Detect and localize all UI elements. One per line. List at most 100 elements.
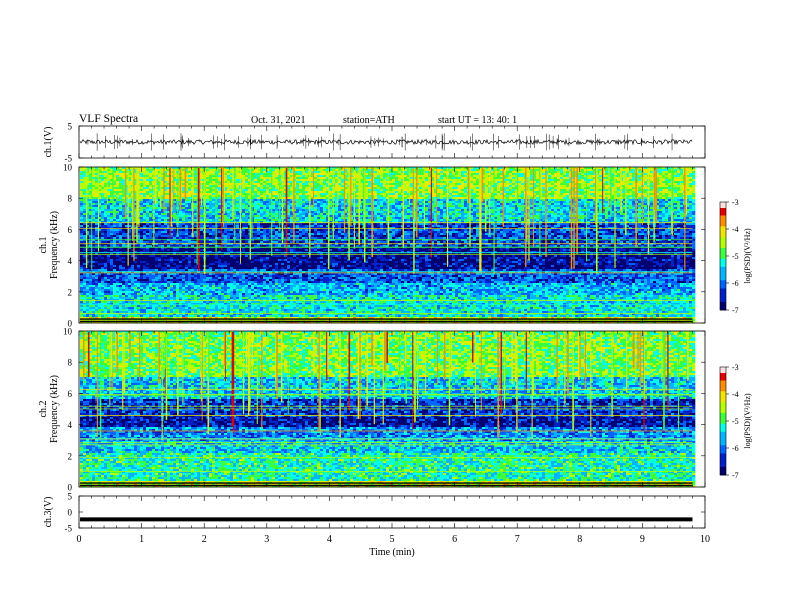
spectrogram-cell bbox=[149, 201, 152, 203]
spectrogram-cell bbox=[272, 191, 275, 193]
spectrogram-cell bbox=[650, 185, 653, 187]
spectrogram-cell bbox=[689, 197, 692, 199]
spectrogram-cell bbox=[236, 185, 239, 187]
spectrogram-cell bbox=[542, 177, 545, 179]
spectrogram-cell bbox=[83, 201, 86, 203]
spectrogram-cell bbox=[263, 193, 266, 195]
spectrogram-cell bbox=[587, 199, 590, 201]
spectrogram-cell bbox=[143, 193, 146, 195]
spectrogram-cell bbox=[104, 193, 107, 195]
spectrogram-cell bbox=[323, 181, 326, 183]
spectrogram-cell bbox=[668, 185, 671, 187]
spectrogram-cell bbox=[83, 173, 86, 175]
spectrogram-cell bbox=[215, 195, 218, 197]
spectrogram-cell bbox=[674, 171, 677, 173]
spectrogram-cell bbox=[380, 179, 383, 181]
spectrogram-cell bbox=[317, 169, 320, 171]
spectrogram-cell bbox=[329, 193, 332, 195]
spectrogram-cell bbox=[458, 191, 461, 193]
spectrogram-cell bbox=[320, 171, 323, 173]
spectrogram-cell bbox=[680, 195, 683, 197]
spectrogram-cell bbox=[299, 171, 302, 173]
spectrogram-cell bbox=[506, 193, 509, 195]
spectrogram-cell bbox=[368, 199, 371, 201]
spectrogram-cell bbox=[116, 203, 119, 205]
spectrogram-cell bbox=[374, 197, 377, 199]
spectrogram-cell bbox=[605, 183, 608, 185]
spectrogram-cell bbox=[458, 171, 461, 173]
spectrogram-cell bbox=[92, 179, 95, 181]
spectrogram-cell bbox=[506, 183, 509, 185]
spectrogram-cell bbox=[560, 189, 563, 191]
spectrogram-cell bbox=[629, 177, 632, 179]
spectrogram-cell bbox=[692, 173, 695, 175]
spectrogram-cell bbox=[329, 199, 332, 201]
spectrogram-cell bbox=[461, 201, 464, 203]
spectrogram-cell bbox=[296, 203, 299, 205]
spectrogram-cell bbox=[521, 169, 524, 171]
spectrogram-cell bbox=[542, 171, 545, 173]
spectrogram-cell bbox=[260, 183, 263, 185]
spectrogram-cell bbox=[104, 171, 107, 173]
spectrogram-cell bbox=[257, 193, 260, 195]
spectrogram-cell bbox=[437, 185, 440, 187]
spectrogram-cell bbox=[395, 169, 398, 171]
spectrogram-cell bbox=[563, 199, 566, 201]
spectrogram-cell bbox=[272, 187, 275, 189]
spectrogram-cell bbox=[440, 185, 443, 187]
spectrogram-cell bbox=[497, 193, 500, 195]
spectrogram-cell bbox=[419, 175, 422, 177]
spectrogram-cell bbox=[254, 193, 257, 195]
spectrogram-cell bbox=[644, 195, 647, 197]
spectrogram-cell bbox=[140, 189, 143, 191]
spectrogram-cell bbox=[119, 177, 122, 179]
spectrogram-cell bbox=[659, 171, 662, 173]
spectrogram-cell bbox=[629, 181, 632, 183]
spectrogram-cell bbox=[341, 199, 344, 201]
spectrogram-cell bbox=[452, 183, 455, 185]
spectrogram-cell bbox=[476, 173, 479, 175]
spectrogram-cell bbox=[380, 171, 383, 173]
spectrogram-cell bbox=[476, 189, 479, 191]
spectrogram-cell bbox=[392, 171, 395, 173]
spectrogram-cell bbox=[662, 201, 665, 203]
spectrogram-cell bbox=[242, 185, 245, 187]
spectrogram-cell bbox=[95, 199, 98, 201]
spectrogram-cell bbox=[242, 203, 245, 205]
spectrogram-cell bbox=[650, 187, 653, 189]
spectrogram-cell bbox=[305, 173, 308, 175]
spectrogram-cell bbox=[188, 181, 191, 183]
spectrogram-cell bbox=[245, 181, 248, 183]
spectrogram-cell bbox=[452, 199, 455, 201]
spectrogram-cell bbox=[245, 193, 248, 195]
spectrogram-cell bbox=[341, 189, 344, 191]
spectrogram-cell bbox=[551, 185, 554, 187]
spectrogram-cell bbox=[302, 185, 305, 187]
spectrogram-cell bbox=[275, 181, 278, 183]
spectrogram-cell bbox=[305, 191, 308, 193]
spectrogram-cell bbox=[440, 193, 443, 195]
spectrogram-cell bbox=[554, 183, 557, 185]
spectrogram-cell bbox=[566, 201, 569, 203]
spectrogram-cell bbox=[692, 199, 695, 201]
spectrogram-cell bbox=[674, 185, 677, 187]
spectrogram-cell bbox=[218, 203, 221, 205]
spectrogram-cell bbox=[296, 185, 299, 187]
spectrogram-cell bbox=[245, 187, 248, 189]
spectrogram-cell bbox=[392, 183, 395, 185]
spectrogram-cell bbox=[116, 173, 119, 175]
spectrogram-cell bbox=[305, 203, 308, 205]
spectrogram-cell bbox=[578, 173, 581, 175]
spectrogram-cell bbox=[392, 197, 395, 199]
spectrogram-cell bbox=[476, 183, 479, 185]
spectrogram-cell bbox=[617, 175, 620, 177]
spectrogram-cell bbox=[92, 189, 95, 191]
spectrogram-cell bbox=[521, 197, 524, 199]
spectrogram-cell bbox=[599, 193, 602, 195]
spectrogram-cell bbox=[146, 171, 149, 173]
spectrogram-cell bbox=[305, 195, 308, 197]
spectrogram-cell bbox=[560, 175, 563, 177]
spectrogram-cell bbox=[212, 189, 215, 191]
spectrogram-cell bbox=[557, 177, 560, 179]
spectrogram-cell bbox=[275, 191, 278, 193]
